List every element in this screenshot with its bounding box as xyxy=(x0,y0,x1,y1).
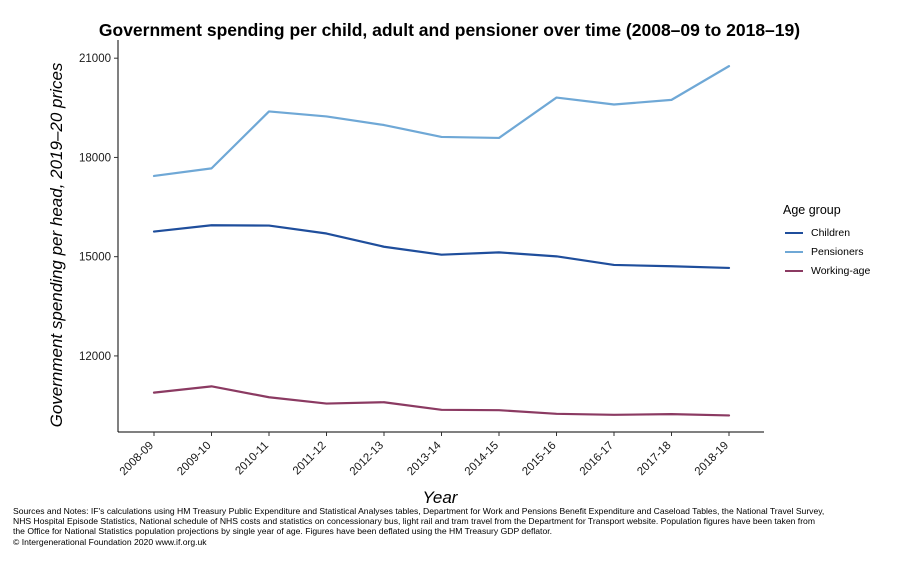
x-tick-label: 2012-13 xyxy=(348,440,386,478)
y-tick-label: 15000 xyxy=(79,252,111,264)
x-tick-label: 2014-15 xyxy=(463,440,501,478)
legend-label-working-age: Working-age xyxy=(811,264,871,277)
notes-line: NHS Hospital Episode Statistics, Nationa… xyxy=(13,516,815,527)
legend-item-children: Children xyxy=(783,223,870,242)
legend-item-working-age: Working-age xyxy=(783,261,870,280)
legend-title: Age group xyxy=(783,203,841,217)
y-tick-label: 21000 xyxy=(79,53,111,65)
x-tick-label: 2011-12 xyxy=(291,440,329,478)
x-tick-label: 2016-17 xyxy=(578,440,616,478)
x-tick-label: 2008-09 xyxy=(118,440,156,478)
x-tick-label: 2017-18 xyxy=(635,440,673,478)
notes-line: © Intergenerational Foundation 2020 www.… xyxy=(13,536,207,547)
x-tick-label: 2013-14 xyxy=(405,439,444,478)
x-tick-label: 2009-10 xyxy=(175,440,213,478)
series-layer xyxy=(152,65,731,417)
legend-swatch-working-age xyxy=(785,269,803,272)
legend: Age group Children Pensioners Working-ag… xyxy=(783,203,870,280)
legend-swatch-pensioners xyxy=(785,250,803,253)
x-tick-label: 2018-19 xyxy=(693,440,731,478)
legend-label-pensioners: Pensioners xyxy=(811,245,864,258)
notes-line: the Office for National Statistics popul… xyxy=(13,526,553,537)
series-line-children xyxy=(152,224,731,270)
y-tick-label: 18000 xyxy=(79,152,111,164)
y-tick-label: 12000 xyxy=(79,351,111,363)
legend-item-pensioners: Pensioners xyxy=(783,242,870,261)
source-notes: Sources and Notes: IF's calculations usi… xyxy=(13,506,893,547)
legend-swatch-children xyxy=(785,231,803,234)
y-axis-title: Government spending per head, 2019–20 pr… xyxy=(47,62,66,427)
x-tick-label: 2010-11 xyxy=(233,440,271,478)
legend-label-children: Children xyxy=(811,226,851,239)
plot-axes: 12000 15000 18000 21000 2008-09 2009-10 2010-1… xyxy=(79,40,764,478)
x-tick-label: 2015-16 xyxy=(520,440,558,478)
series-line-pensioners xyxy=(152,65,731,178)
notes-line: Sources and Notes: IF's calculations usi… xyxy=(13,506,825,516)
series-line-working-age xyxy=(152,385,731,417)
chart-title: Government spending per child, adult and… xyxy=(98,20,801,40)
x-axis-title: Year xyxy=(422,488,458,507)
